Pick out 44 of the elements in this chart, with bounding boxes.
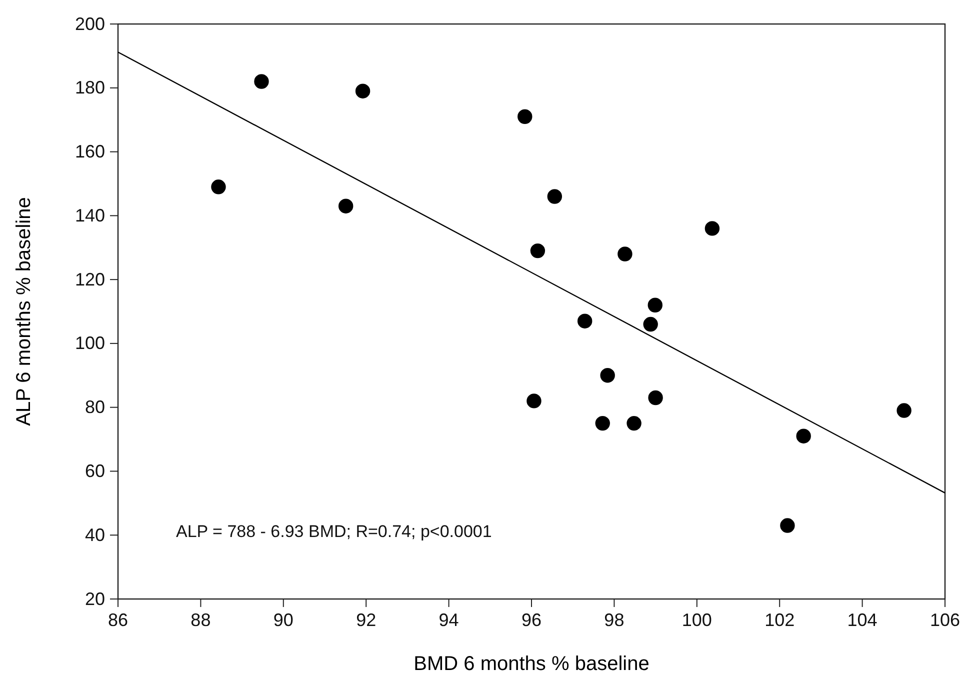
point [338,198,354,214]
y-tick-label: 120 [74,269,105,290]
x-tick-label: 94 [438,610,459,630]
point [648,390,663,406]
x-tick-label: 106 [930,610,960,630]
point [518,109,532,124]
annotation: ALP = 788 - 6.93 BMD; R=0.74; p<0.0001 [176,522,492,541]
point [796,428,811,444]
point [526,394,542,408]
point [355,84,370,98]
y-tick-label: 80 [84,397,105,418]
x-tick-label: 102 [764,610,795,630]
y-tick-label: 40 [84,524,105,545]
x-tick-label: 98 [604,610,624,630]
y-tick-label: 140 [74,205,105,226]
x-tick-label: 92 [356,610,376,630]
point [648,298,662,312]
point [643,316,658,332]
y-tick-label: 20 [84,588,105,609]
point [530,243,546,258]
point [577,314,592,328]
y-axis-title: ALP 6 months % baseline [13,197,35,426]
point [780,518,795,533]
y-tick-label: 200 [74,14,105,34]
y-tick-label: 60 [84,460,105,481]
point [211,180,226,194]
point [896,403,912,418]
x-tick-label: 104 [847,610,878,630]
point [626,416,642,431]
point [704,221,720,236]
point [618,246,632,262]
point [595,416,610,431]
x-tick-label: 88 [190,610,211,630]
point [600,368,615,383]
x-axis-title: BMD 6 months % baseline [414,653,650,675]
y-tick-label: 100 [74,333,105,354]
x-tick-label: 86 [108,610,128,630]
x-tick-label: 96 [521,610,542,630]
point [254,74,269,89]
y-tick-label: 160 [74,142,105,162]
x-tick-label: 100 [682,610,712,630]
y-tick-label: 180 [74,78,105,98]
point [547,189,562,204]
x-tick-label: 90 [273,610,294,630]
